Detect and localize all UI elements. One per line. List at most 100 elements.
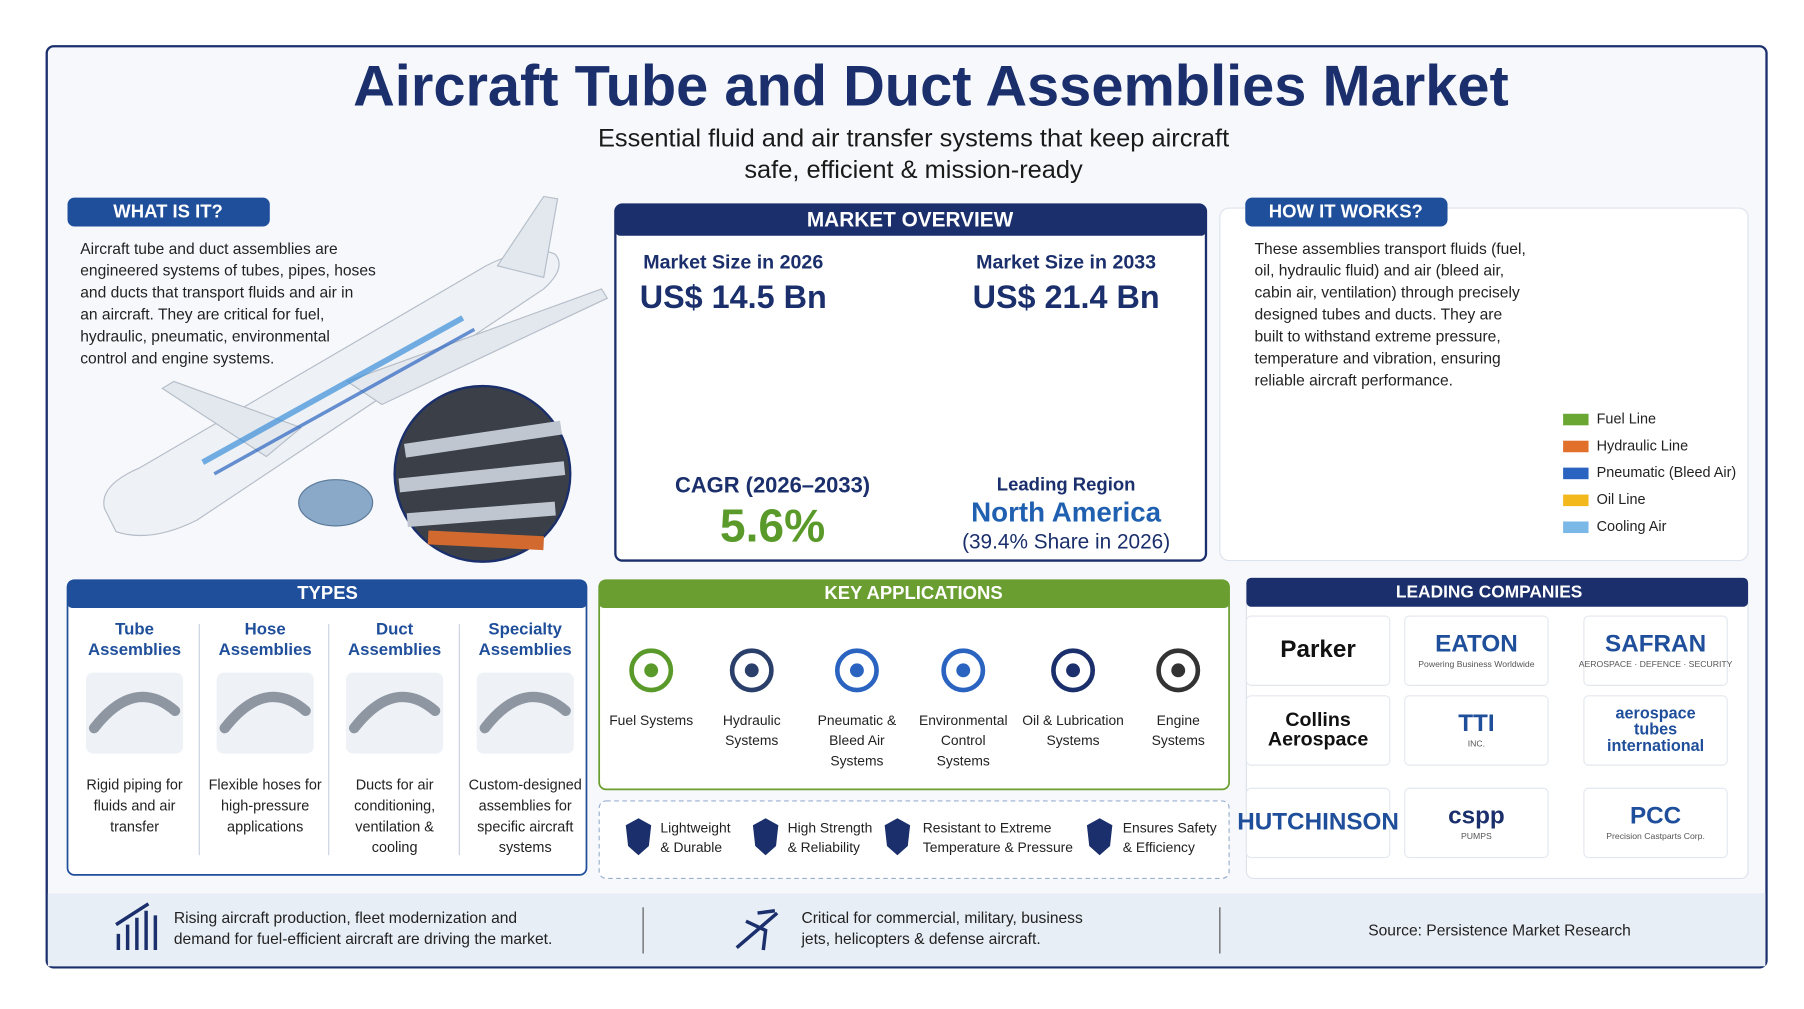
feature-label: High Strength xyxy=(788,819,873,835)
footer-text: Critical for commercial, military, busin… xyxy=(801,910,1083,927)
section-heading: TYPES xyxy=(297,582,358,603)
body-text: control and engine systems. xyxy=(80,351,274,368)
body-text: cabin air, ventilation) through precisel… xyxy=(1255,285,1520,302)
type-name: Specialty xyxy=(488,619,562,638)
section-heading: WHAT IS IT? xyxy=(113,201,223,222)
application-label: Fuel Systems xyxy=(609,712,693,728)
feature-icon xyxy=(752,818,779,856)
legend-label: Pneumatic (Bleed Air) xyxy=(1597,465,1737,481)
panel xyxy=(1219,207,1749,562)
company-name: TTI xyxy=(1458,710,1494,737)
feature-label: & Reliability xyxy=(788,839,860,855)
application-label: Systems xyxy=(1152,732,1205,748)
body-text: Aircraft tube and duct assemblies are xyxy=(80,241,337,258)
company-name: Collins xyxy=(1285,709,1351,731)
application-icon-core xyxy=(744,663,759,678)
application-icon xyxy=(834,648,879,693)
body-text: built to withstand extreme pressure, xyxy=(1255,329,1501,346)
type-name: Assemblies xyxy=(348,640,441,659)
feature-icon xyxy=(625,818,652,856)
footer-text: demand for fuel-efficient aircraft are d… xyxy=(174,931,552,948)
footer-band xyxy=(47,893,1766,967)
legend-label: Cooling Air xyxy=(1597,519,1667,535)
application-label: Control xyxy=(941,732,986,748)
type-desc: Rigid piping for xyxy=(86,778,182,794)
section-heading: KEY APPLICATIONS xyxy=(824,582,1002,603)
section-heading: MARKET OVERVIEW xyxy=(807,208,1014,231)
body-text: temperature and vibration, ensuring xyxy=(1255,351,1501,368)
company-tile xyxy=(1583,615,1728,686)
type-image xyxy=(476,672,574,754)
company-tagline: AEROSPACE · DEFENCE · SECURITY xyxy=(1579,659,1733,669)
body-text: reliable aircraft performance. xyxy=(1255,373,1453,390)
application-icon xyxy=(729,648,774,693)
type-shape xyxy=(88,691,181,734)
type-image xyxy=(86,672,184,754)
application-label: Hydraulic xyxy=(723,712,781,728)
type-desc: Ducts for air xyxy=(356,778,434,794)
application-icon-core xyxy=(849,663,864,678)
company-tile xyxy=(1245,787,1391,859)
stat-label: Market Size in 2033 xyxy=(976,252,1156,274)
application-label: Oil & Lubrication xyxy=(1022,712,1124,728)
panel-header xyxy=(615,204,1206,236)
body-text: These assemblies transport fluids (fuel, xyxy=(1255,241,1526,258)
footer-icon xyxy=(735,909,779,951)
stat-label: Market Size in 2026 xyxy=(643,252,823,274)
company-tagline: PUMPS xyxy=(1461,831,1492,841)
company-tile xyxy=(1404,615,1549,686)
type-desc: fluids and air xyxy=(94,799,176,815)
legend-swatch xyxy=(1563,413,1589,426)
application-label: Pneumatic & xyxy=(818,712,897,728)
legend-label: Hydraulic Line xyxy=(1597,438,1688,454)
type-desc: Custom-designed xyxy=(469,778,582,794)
subtitle: safe, efficient & mission-ready xyxy=(744,156,1083,184)
legend-label: Oil Line xyxy=(1597,492,1646,508)
application-label: Systems xyxy=(725,732,778,748)
company-name: SAFRAN xyxy=(1605,630,1706,657)
type-desc: transfer xyxy=(110,819,159,835)
type-name: Duct xyxy=(376,619,414,638)
company-tile xyxy=(1404,787,1549,859)
type-desc: conditioning, xyxy=(354,799,435,815)
panel-header xyxy=(1246,577,1749,607)
application-label: Environmental xyxy=(919,712,1008,728)
type-image xyxy=(346,672,444,754)
company-tile xyxy=(1583,695,1728,766)
stat-label: CAGR (2026–2033) xyxy=(675,472,870,497)
company-tile xyxy=(1583,787,1728,859)
stat-label: Leading Region xyxy=(997,473,1136,494)
type-desc: Flexible hoses for xyxy=(209,778,322,794)
type-name: Hose xyxy=(245,619,286,638)
type-desc: applications xyxy=(227,819,303,835)
type-name: Assemblies xyxy=(219,640,312,659)
application-icon xyxy=(629,648,674,693)
stat-value: US$ 21.4 Bn xyxy=(973,279,1160,315)
company-tagline: Powering Business Worldwide xyxy=(1418,659,1534,669)
company-name: HUTCHINSON xyxy=(1237,808,1399,835)
legend-label: Fuel Line xyxy=(1597,411,1656,427)
application-icon xyxy=(1156,648,1201,693)
legend-swatch xyxy=(1563,494,1589,507)
panel-header xyxy=(67,580,587,608)
application-label: Systems xyxy=(1046,732,1099,748)
stat-value: US$ 14.5 Bn xyxy=(640,279,827,315)
legend-swatch xyxy=(1563,521,1589,534)
body-text: and ducts that transport fluids and air … xyxy=(80,285,353,302)
footer-text: Rising aircraft production, fleet modern… xyxy=(174,910,517,927)
feature-label: Resistant to Extreme xyxy=(923,819,1052,835)
type-desc: cooling xyxy=(372,840,418,856)
feature-label: Temperature & Pressure xyxy=(923,839,1073,855)
type-desc: ventilation & xyxy=(355,819,434,835)
section-heading: HOW IT WORKS? xyxy=(1269,201,1423,222)
body-text: oil, hydraulic fluid) and air (bleed air… xyxy=(1255,263,1505,280)
application-label: Bleed Air xyxy=(829,732,885,748)
application-icon xyxy=(1051,648,1096,693)
source: Source: Persistence Market Research xyxy=(1368,923,1631,940)
application-icon-core xyxy=(1171,663,1186,678)
legend-swatch xyxy=(1563,467,1589,480)
feature-label: Ensures Safety xyxy=(1123,819,1217,835)
body-text: hydraulic, pneumatic, environmental xyxy=(80,329,330,346)
